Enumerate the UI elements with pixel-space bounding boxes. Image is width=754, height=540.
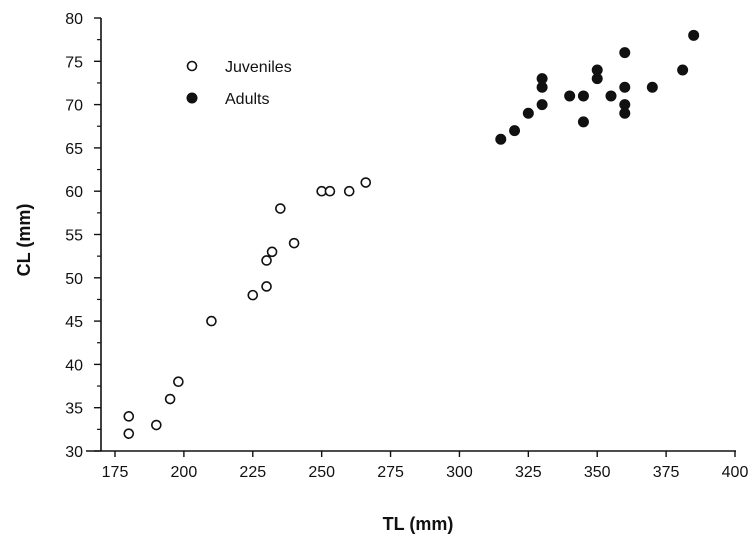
data-point-juveniles <box>360 177 372 188</box>
data-point-juveniles <box>173 376 184 388</box>
x-tick-label: 325 <box>515 464 542 481</box>
x-tick-label: 350 <box>584 464 611 481</box>
data-point-juveniles <box>247 289 259 301</box>
y-tick-label: 40 <box>65 357 83 374</box>
data-point-juveniles <box>343 185 355 197</box>
y-tick-label: 55 <box>65 228 83 245</box>
y-tick-label: 60 <box>65 184 83 201</box>
data-point-adults <box>522 107 534 119</box>
data-point-juveniles <box>151 419 162 431</box>
data-point-juveniles <box>266 246 278 258</box>
data-point-adults <box>677 64 689 76</box>
data-point-adults <box>536 99 548 111</box>
x-tick-label: 250 <box>308 464 335 481</box>
data-point-adults <box>688 29 700 41</box>
y-tick-label: 70 <box>65 98 83 115</box>
y-tick-label: 75 <box>65 54 83 71</box>
data-point-adults <box>564 90 576 102</box>
data-point-adults <box>591 64 603 76</box>
y-tick-label: 50 <box>65 271 83 288</box>
data-point-juveniles <box>206 315 217 327</box>
y-axis-title: CL (mm) <box>14 204 34 277</box>
data-point-adults <box>577 90 589 102</box>
data-point-juveniles <box>275 203 286 214</box>
data-point-juveniles <box>261 255 272 266</box>
y-tick-label: 80 <box>65 11 83 28</box>
data-point-juveniles <box>324 185 336 197</box>
data-point-adults <box>509 125 521 137</box>
legend-marker-juveniles <box>186 60 198 72</box>
x-tick-label: 175 <box>102 464 129 481</box>
axes <box>86 18 736 452</box>
data-point-juveniles <box>288 237 300 249</box>
data-point-adults <box>495 133 507 145</box>
y-tick-label: 65 <box>65 141 83 158</box>
data-point-juveniles <box>123 428 135 439</box>
data-points <box>123 29 700 439</box>
y-tick-label: 45 <box>65 314 83 331</box>
x-tick-label: 375 <box>653 464 680 481</box>
y-tick-label: 35 <box>65 401 83 418</box>
legend-marker-adults <box>186 92 198 104</box>
data-point-adults <box>577 116 589 128</box>
data-point-adults <box>619 81 631 93</box>
data-point-adults <box>646 81 658 93</box>
x-tick-label: 275 <box>377 464 404 481</box>
y-ticks: 30 35 40 45 50 55 60 65 70 75 80 <box>65 11 101 461</box>
data-point-juveniles <box>164 393 176 405</box>
data-point-juveniles <box>261 281 272 292</box>
legend: Juveniles Adults <box>186 59 292 108</box>
data-point-adults <box>536 73 548 85</box>
data-point-juveniles <box>123 411 135 422</box>
legend-label-juveniles: Juveniles <box>225 59 292 76</box>
x-tick-label: 225 <box>239 464 266 481</box>
legend-label-adults: Adults <box>225 91 269 108</box>
y-tick-label: 30 <box>65 444 83 461</box>
x-tick-label: 300 <box>446 464 473 481</box>
x-tick-label: 200 <box>171 464 198 481</box>
data-point-adults <box>619 107 631 119</box>
x-ticks: 175 200 225 250 275 300 325 350 375 400 <box>102 451 749 481</box>
data-point-adults <box>605 90 617 102</box>
x-axis-title: TL (mm) <box>383 514 454 534</box>
x-tick-label: 400 <box>722 464 749 481</box>
data-point-adults <box>619 47 631 59</box>
